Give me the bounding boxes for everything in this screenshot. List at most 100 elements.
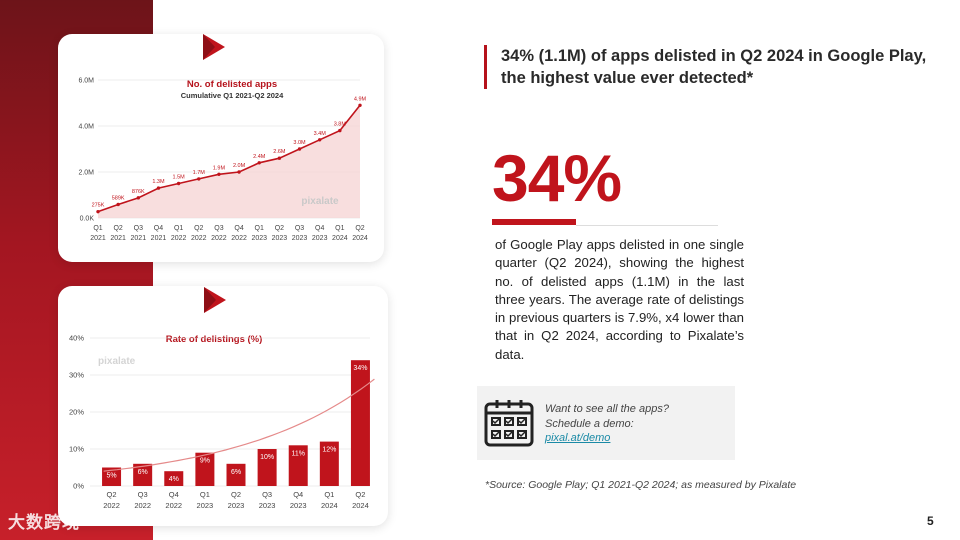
chart-title: Rate of delistings (%) bbox=[166, 334, 263, 345]
y-tick-label: 40% bbox=[69, 334, 84, 343]
x-tick-year: 2024 bbox=[352, 235, 368, 242]
x-tick-label: Q1 bbox=[324, 490, 334, 499]
x-tick-label: Q3 bbox=[214, 225, 223, 232]
bar-value-label: 34% bbox=[353, 365, 367, 372]
data-point bbox=[338, 128, 342, 133]
bar-value-label: 5% bbox=[106, 473, 116, 480]
x-tick-label: Q1 bbox=[93, 225, 102, 232]
data-point bbox=[297, 147, 302, 151]
bar bbox=[350, 360, 370, 486]
delisting-rate-chart: Rate of delistings (%) pixalate 0% 10% 20% 30… bbox=[69, 334, 375, 510]
x-tick-year: 2023 bbox=[197, 501, 214, 510]
x-tick-year: 2022 bbox=[191, 235, 207, 242]
stat-underline bbox=[492, 219, 576, 225]
data-point bbox=[197, 177, 201, 181]
x-tick-year: 2022 bbox=[134, 501, 151, 510]
bar bbox=[164, 471, 184, 486]
data-label: 876K bbox=[132, 189, 145, 195]
x-tick-year: 2024 bbox=[321, 501, 338, 510]
x-tick-year: 2022 bbox=[171, 235, 187, 242]
bar bbox=[319, 441, 339, 486]
data-label: 2.6M bbox=[273, 149, 286, 155]
bar bbox=[288, 445, 308, 486]
data-label: 2.0M bbox=[233, 163, 246, 169]
x-tick-label: Q2 bbox=[355, 225, 364, 232]
x-tick-label: Q4 bbox=[169, 490, 179, 499]
chart-title: No. of delisted apps bbox=[187, 79, 277, 90]
data-label: 3.0M bbox=[293, 140, 306, 146]
page-number: 5 bbox=[927, 514, 934, 528]
data-point bbox=[358, 103, 362, 108]
bar-value-label: 6% bbox=[138, 469, 148, 476]
data-point bbox=[176, 181, 181, 186]
x-tick-year: 2023 bbox=[292, 235, 308, 242]
x-tick-year: 2023 bbox=[290, 501, 307, 510]
data-label: 1.5M bbox=[172, 175, 185, 181]
y-tick-label: 0% bbox=[73, 482, 84, 491]
bar-value-label: 11% bbox=[291, 450, 305, 457]
bar bbox=[226, 463, 246, 486]
x-tick-label: Q2 bbox=[113, 225, 122, 232]
x-tick-year: 2024 bbox=[352, 501, 369, 510]
x-tick-year: 2021 bbox=[90, 235, 106, 242]
data-label: 1.3M bbox=[152, 179, 165, 185]
x-tick-year: 2022 bbox=[165, 501, 182, 510]
x-tick-year: 2022 bbox=[211, 235, 227, 242]
chart-watermark: pixalate bbox=[301, 196, 339, 207]
data-point bbox=[96, 209, 100, 214]
bar bbox=[195, 452, 215, 486]
stat-description: of Google Play apps delisted in one sing… bbox=[495, 237, 744, 362]
y-tick-label: 6.0M bbox=[78, 78, 94, 85]
x-tick-label: Q4 bbox=[234, 225, 243, 232]
stat-underline-divider bbox=[576, 225, 718, 226]
x-tick-year: 2023 bbox=[259, 501, 276, 510]
y-tick-label: 20% bbox=[69, 408, 84, 417]
x-tick-year: 2021 bbox=[151, 235, 167, 242]
x-tick-label: Q2 bbox=[231, 490, 241, 499]
x-tick-year: 2023 bbox=[228, 501, 245, 510]
x-tick-label: Q1 bbox=[174, 225, 183, 232]
trend-line bbox=[103, 378, 375, 472]
x-tick-label: Q4 bbox=[154, 225, 163, 232]
series-line bbox=[97, 104, 361, 213]
x-tick-year: 2023 bbox=[312, 235, 328, 242]
bar bbox=[102, 467, 122, 486]
x-tick-label: Q3 bbox=[134, 225, 143, 232]
data-point bbox=[156, 186, 161, 190]
y-tick-label: 4.0M bbox=[78, 124, 94, 131]
heading-block: 34% (1.1M) of apps delisted in Q2 2024 i… bbox=[484, 45, 951, 89]
y-tick-label: 10% bbox=[69, 445, 84, 454]
x-tick-label: Q2 bbox=[194, 225, 203, 232]
watermark-text: 大数跨境 bbox=[8, 513, 80, 532]
calendar-icon bbox=[484, 400, 534, 447]
demo-link[interactable]: pixal.at/demo bbox=[545, 432, 611, 444]
x-tick-year: 2021 bbox=[131, 235, 147, 242]
data-label: 3.4M bbox=[314, 131, 327, 137]
x-tick-label: Q3 bbox=[295, 225, 304, 232]
data-point bbox=[217, 172, 221, 176]
play-logo-icon bbox=[203, 34, 225, 60]
data-label: 589K bbox=[112, 195, 125, 201]
data-point bbox=[237, 170, 241, 174]
x-tick-label: Q4 bbox=[315, 225, 324, 232]
bar-value-label: 4% bbox=[169, 476, 179, 483]
big-stat: 34% bbox=[492, 141, 622, 215]
data-label: 4.9M bbox=[354, 96, 367, 102]
play-logo-icon bbox=[204, 287, 226, 313]
x-tick-year: 2021 bbox=[110, 235, 126, 242]
x-tick-label: Q1 bbox=[335, 225, 344, 232]
y-tick-label: 0.0K bbox=[80, 216, 95, 223]
y-tick-label: 2.0M bbox=[78, 170, 94, 177]
y-tick-label: 30% bbox=[69, 371, 84, 380]
data-point bbox=[116, 202, 120, 207]
x-tick-year: 2024 bbox=[332, 235, 348, 242]
x-tick-year: 2023 bbox=[272, 235, 288, 242]
x-tick-label: Q3 bbox=[138, 490, 148, 499]
x-tick-label: Q4 bbox=[293, 490, 303, 499]
chart-watermark: pixalate bbox=[98, 356, 136, 367]
data-label: 1.9M bbox=[213, 165, 226, 171]
x-tick-label: Q1 bbox=[200, 490, 210, 499]
data-point bbox=[317, 138, 322, 142]
data-point bbox=[136, 196, 141, 200]
